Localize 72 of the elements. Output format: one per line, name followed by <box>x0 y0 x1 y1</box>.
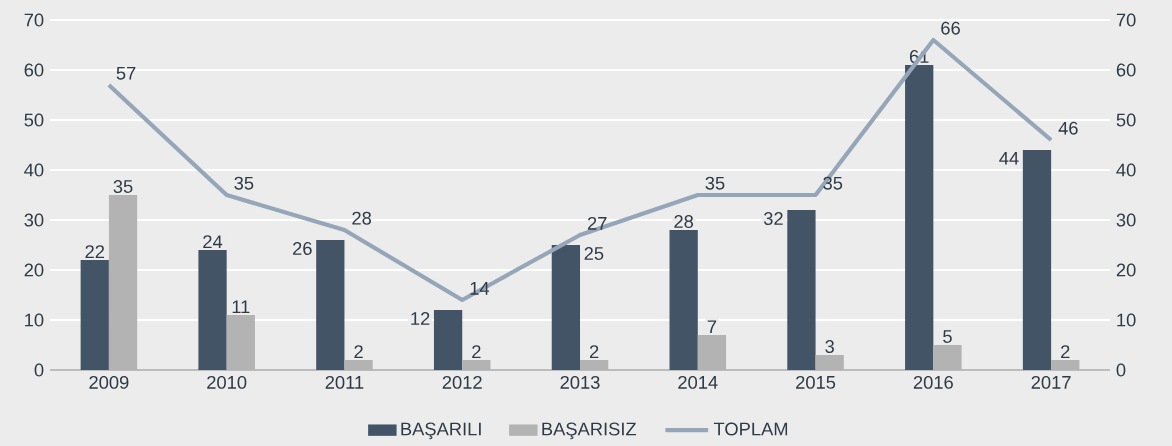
x-tick-label: 2016 <box>913 375 953 389</box>
data-label: 26 <box>293 242 312 255</box>
data-label: 2 <box>472 345 481 358</box>
data-label: 5 <box>943 330 952 344</box>
x-tick-label: 2010 <box>207 375 247 389</box>
x-tick-label: 2009 <box>89 375 129 389</box>
bar <box>108 195 138 370</box>
data-label: 35 <box>113 180 133 194</box>
bar <box>462 360 491 370</box>
data-label: 28 <box>352 211 372 225</box>
y2-tick-label: 10 <box>1117 313 1136 327</box>
x-tick-label: 2011 <box>325 375 364 389</box>
y2-tick-label: 50 <box>1116 113 1136 127</box>
y2-tick-label: 20 <box>1116 263 1136 277</box>
bar <box>580 360 609 370</box>
bar <box>933 345 962 370</box>
data-label: 66 <box>941 21 960 35</box>
data-label: 2 <box>354 345 363 358</box>
bar <box>697 335 727 370</box>
data-label: 11 <box>232 300 250 313</box>
bar <box>433 310 463 370</box>
y-tick-label: 20 <box>24 263 44 277</box>
x-tick-label: 2015 <box>796 375 836 389</box>
y-tick-label: 60 <box>24 63 44 77</box>
data-label: 28 <box>674 215 694 229</box>
y2-tick-label: 0 <box>1116 363 1126 377</box>
bar <box>198 250 227 370</box>
y-tick-label: 0 <box>34 363 44 377</box>
y-tick-label: 10 <box>25 313 44 327</box>
data-label: 35 <box>234 176 254 190</box>
x-tick-label: 2012 <box>442 375 482 389</box>
data-label: 57 <box>116 66 136 80</box>
x-tick-label: 2014 <box>678 375 718 389</box>
bar <box>551 245 581 370</box>
data-label: 46 <box>1058 121 1078 135</box>
data-label: 27 <box>587 216 607 230</box>
y-tick-label: 40 <box>24 163 44 177</box>
y-tick-label: 50 <box>24 113 44 127</box>
data-label: 12 <box>411 312 430 325</box>
data-label: 3 <box>825 340 834 353</box>
bar <box>80 260 109 370</box>
data-label: 35 <box>705 176 725 190</box>
data-label: 2 <box>589 345 599 358</box>
data-label: 32 <box>763 212 783 225</box>
legend-label: BAŞARISIZ <box>542 422 637 440</box>
y2-tick-label: 60 <box>1116 63 1136 77</box>
data-label: 24 <box>203 235 223 248</box>
data-label: 7 <box>707 320 717 333</box>
bar <box>344 360 373 370</box>
legend-label: TOPLAM <box>713 422 788 436</box>
bar <box>787 210 816 370</box>
bar <box>226 315 255 370</box>
bar <box>1022 150 1052 370</box>
y2-tick-label: 70 <box>1116 13 1136 27</box>
bar <box>316 240 345 370</box>
x-tick-label: 2017 <box>1031 375 1071 389</box>
y2-tick-label: 40 <box>1116 163 1136 177</box>
bar <box>669 230 698 370</box>
bar <box>1051 360 1080 370</box>
y-tick-label: 30 <box>24 213 44 227</box>
x-tick-label: 2013 <box>560 375 600 389</box>
data-label: 25 <box>584 247 604 260</box>
data-label: 44 <box>999 152 1019 165</box>
legend-label: BAŞARILI <box>401 422 481 440</box>
data-label: 14 <box>470 282 490 295</box>
data-label: 2 <box>1061 345 1070 358</box>
data-label: 35 <box>823 176 843 190</box>
y2-tick-label: 30 <box>1116 213 1136 227</box>
bar <box>905 65 934 370</box>
y-tick-label: 70 <box>24 13 44 27</box>
bar <box>815 355 844 370</box>
data-label: 22 <box>85 245 105 258</box>
